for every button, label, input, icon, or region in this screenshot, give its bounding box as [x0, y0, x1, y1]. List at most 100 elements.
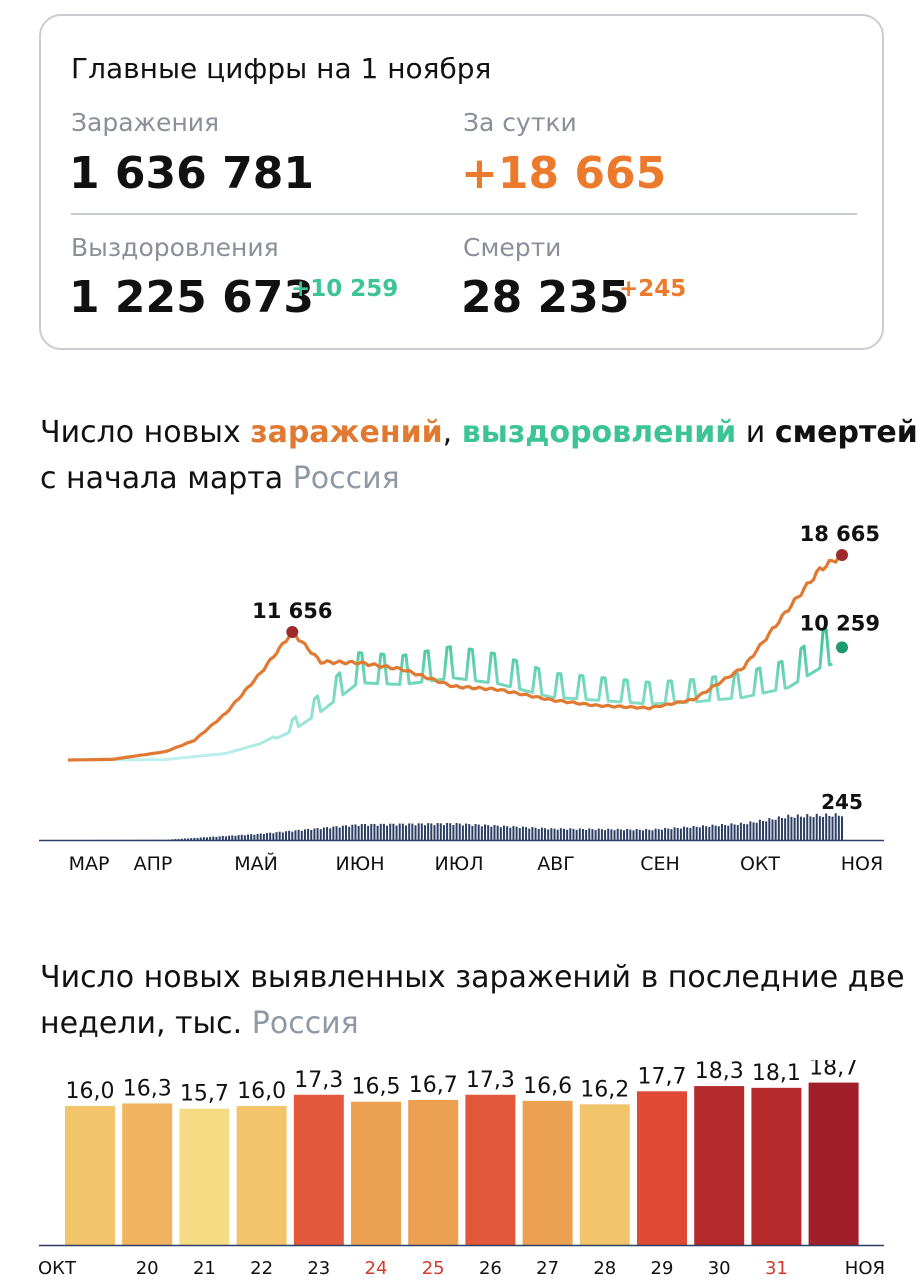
deaths-bar [348, 826, 351, 840]
deaths-bar [755, 822, 758, 840]
bar-value-label: 17,3 [294, 1068, 343, 1093]
deaths-bar [572, 828, 575, 840]
deaths-bar [518, 828, 521, 840]
deaths-bar [623, 830, 626, 840]
deaths-bar [234, 835, 237, 840]
deaths-bar [544, 828, 547, 840]
infections-label: Заражения [71, 108, 220, 137]
recovered-value: 1 225 673 [69, 272, 314, 323]
deaths-bar [515, 826, 518, 840]
bar-value-label: 16,2 [580, 1077, 629, 1102]
deaths-bar [373, 823, 376, 840]
recovered-delta: +10 259 [291, 276, 399, 302]
deaths-bar [458, 823, 461, 840]
deaths-bar [332, 826, 335, 840]
chart2-heading: Число новых выявленных заражений в после… [40, 955, 905, 1047]
bar [408, 1099, 459, 1245]
deaths-bar [237, 835, 240, 840]
deaths-bar [484, 824, 487, 840]
deaths-bar [316, 828, 319, 840]
category-tick-label: 26 [479, 1258, 502, 1279]
deaths-bar [736, 825, 739, 840]
deaths-bar [284, 831, 287, 840]
bar-value-label: 16,0 [66, 1079, 115, 1104]
category-tick-label: 27 [536, 1258, 559, 1279]
deaths-bar [363, 824, 366, 840]
deaths-bar [841, 816, 843, 840]
deaths-bar [809, 816, 812, 840]
chart1-heading-comma: , [442, 415, 462, 450]
deaths-bar [436, 823, 439, 840]
deaths-bar [471, 825, 474, 840]
deaths-bar [762, 820, 765, 840]
deaths-bar [626, 828, 629, 840]
deaths-bar [812, 817, 815, 840]
category-tick-label: 20 [136, 1258, 159, 1279]
deaths-bar [288, 830, 291, 840]
summary-divider [71, 213, 857, 215]
deaths-bar [405, 825, 408, 840]
deaths-bar [714, 825, 717, 840]
deaths-bar [607, 828, 610, 840]
deaths-bar [243, 835, 246, 840]
bar [236, 1106, 287, 1245]
deaths-bar [673, 827, 676, 840]
category-tick-label: 22 [250, 1258, 273, 1279]
deaths-bar [711, 824, 714, 840]
deaths-bar [310, 830, 313, 840]
deaths-bar [247, 834, 250, 840]
daily-cases-chart: 11 656 18 665 10 259 245 МАР АПР МАЙ ИЮН ИЮЛ АВГ С… [39, 522, 884, 875]
deaths-bar [566, 829, 569, 840]
deaths-bar [559, 828, 562, 840]
deaths-bar [562, 828, 565, 840]
summary-title: Главные цифры на 1 ноября [71, 52, 492, 85]
deaths-bar [408, 823, 411, 840]
bar-value-label: 18,1 [752, 1061, 801, 1086]
deaths-bar [774, 819, 777, 840]
deaths-bar [278, 831, 281, 840]
deaths-bar [423, 825, 426, 840]
deaths-bar [496, 825, 499, 840]
deaths-bar [686, 827, 689, 840]
bar [637, 1091, 687, 1245]
deaths-bar [442, 825, 445, 840]
month-tick-label: АВГ [537, 853, 575, 875]
deaths-bar [629, 829, 632, 840]
peak-label: 11 656 [252, 599, 332, 623]
deaths-bar [190, 838, 193, 840]
infections-value: 1 636 781 [69, 148, 314, 199]
deaths-bar [799, 816, 802, 840]
last-infections-label: 18 665 [800, 522, 880, 546]
deaths-bar [727, 825, 730, 840]
category-tick-label: ОКТ [38, 1258, 77, 1279]
deaths-bar [300, 830, 303, 840]
deaths-bar [692, 826, 695, 840]
last-recoveries-marker [836, 641, 848, 654]
deaths-bar [616, 828, 619, 840]
deaths-bar [717, 826, 720, 840]
deaths-bar [199, 837, 202, 840]
deaths-bar [667, 828, 670, 840]
deaths-bar [401, 823, 404, 840]
month-tick-label: ИЮЛ [434, 853, 483, 875]
category-tick-label: 23 [307, 1258, 330, 1279]
deaths-bar [619, 829, 622, 840]
chart2-heading-line2: недели, тыс. [40, 1006, 252, 1041]
deaths-bar [417, 823, 420, 840]
deaths-bar [648, 829, 651, 840]
deaths-bar [341, 825, 344, 840]
deaths-bar [411, 823, 414, 840]
deaths-bar [266, 833, 269, 840]
deaths-bar [487, 825, 490, 840]
deaths-bar [730, 823, 733, 840]
deaths-bar [803, 817, 806, 840]
infections-line [68, 551, 844, 762]
deaths-bar [509, 827, 512, 840]
deaths-bar [395, 825, 398, 840]
deaths-bar [253, 834, 256, 840]
deaths-bar [307, 828, 310, 840]
last-recoveries-label: 10 259 [800, 611, 880, 635]
deaths-bar [502, 825, 505, 840]
deaths-bar [392, 823, 395, 840]
deaths-bar [329, 828, 332, 840]
